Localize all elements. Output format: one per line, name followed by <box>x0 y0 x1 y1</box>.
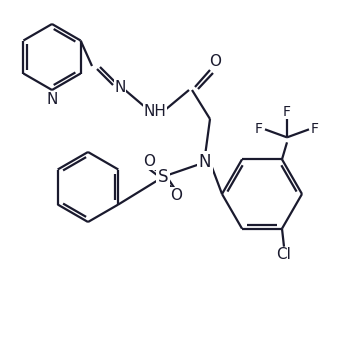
Text: F: F <box>311 122 319 136</box>
Text: N: N <box>114 80 126 94</box>
Text: F: F <box>283 105 291 119</box>
Text: S: S <box>158 168 168 186</box>
Text: N: N <box>46 92 58 107</box>
Text: N: N <box>199 153 211 171</box>
Text: O: O <box>170 188 182 202</box>
Text: NH: NH <box>144 105 166 119</box>
Text: Cl: Cl <box>277 247 292 262</box>
Text: F: F <box>255 122 263 136</box>
Text: O: O <box>209 55 221 70</box>
Text: O: O <box>143 155 155 169</box>
